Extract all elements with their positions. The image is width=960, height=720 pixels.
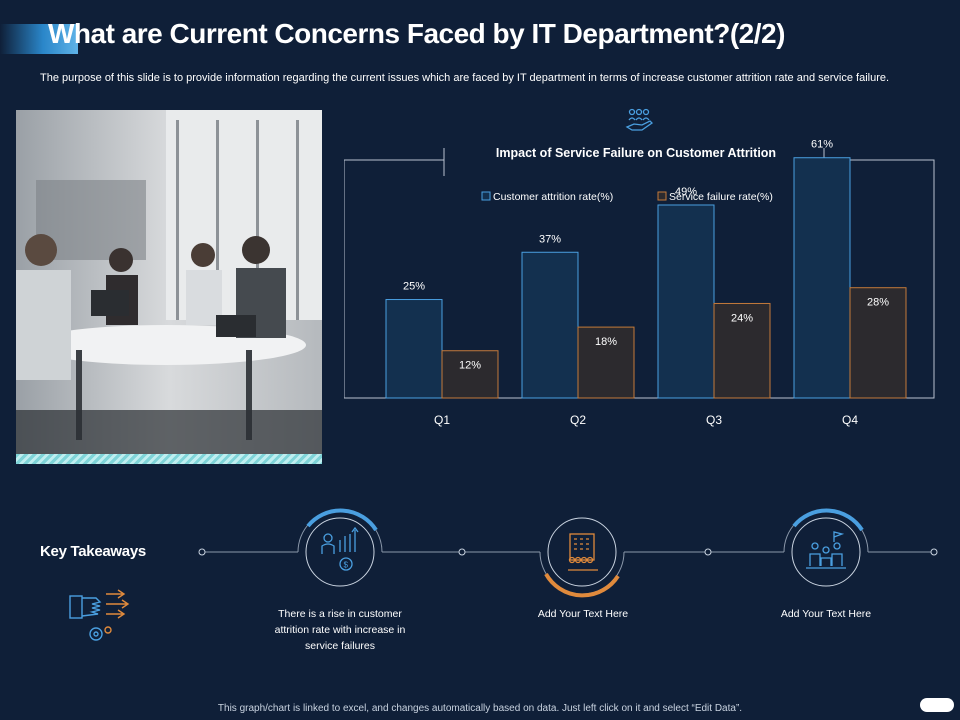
team-flag-icon — [806, 531, 846, 569]
legend-swatch — [481, 191, 491, 201]
x-tick-label: Q1 — [434, 413, 450, 427]
meeting-photo-illustration — [16, 110, 322, 464]
chart-x-labels: Q1 Q2 Q3 Q4 — [434, 413, 858, 427]
key-takeaways-heading: Key Takeaways — [40, 543, 146, 560]
building-people-icon — [568, 533, 598, 571]
timeline-dot — [458, 548, 466, 556]
data-label: 18% — [595, 336, 617, 348]
data-label: 49% — [675, 186, 697, 198]
people-in-hand-icon — [625, 108, 654, 131]
footer-note: This graph/chart is linked to excel, and… — [217, 703, 743, 714]
chart-panel[interactable]: Impact of Service Failure on Customer At… — [343, 104, 936, 444]
x-tick-label: Q2 — [570, 413, 586, 427]
data-label: 28% — [867, 297, 889, 309]
money-growth-icon: $ — [321, 526, 359, 571]
bar-failure — [713, 302, 771, 399]
takeaway-text-1: There is a rise in customer attrition ra… — [274, 608, 406, 652]
bar-chart[interactable]: Impact of Service Failure on Customer At… — [343, 104, 936, 444]
legend-swatch — [657, 191, 667, 201]
chart-frame — [343, 159, 935, 399]
data-label: 24% — [731, 312, 753, 324]
title-accent-bar — [0, 24, 78, 54]
data-label: 25% — [403, 281, 425, 293]
timeline-graphic: $ — [69, 508, 938, 641]
takeaway-text-3: Add Your Text Here — [780, 608, 872, 620]
bar-attrition — [521, 251, 579, 399]
legend-label: Service failure rate(%) — [669, 191, 773, 203]
meeting-photo — [16, 110, 322, 464]
bar-failure — [577, 326, 635, 399]
page-subtitle: The purpose of this slide is to provide … — [40, 72, 890, 84]
timeline-dot — [930, 548, 938, 556]
takeaway-text-2: Add Your Text Here — [537, 608, 629, 620]
timeline-dot — [704, 548, 712, 556]
bar-attrition — [657, 204, 715, 399]
svg-text:$: $ — [344, 561, 349, 570]
chart-title: Impact of Service Failure on Customer At… — [496, 146, 776, 160]
hand-gear-arrows-icon — [69, 589, 130, 641]
chart-legend: Customer attrition rate(%) Service failur… — [481, 191, 773, 203]
x-tick-label: Q3 — [706, 413, 722, 427]
slide-badge — [920, 698, 954, 712]
data-label: 61% — [811, 139, 833, 151]
bar-failure — [441, 350, 499, 399]
timeline-dot — [198, 548, 206, 556]
takeaway-node-2 — [539, 517, 625, 598]
data-label: 37% — [539, 233, 561, 245]
photo-decor-stripe — [16, 454, 322, 464]
legend-label: Customer attrition rate(%) — [493, 191, 613, 203]
x-tick-label: Q4 — [842, 413, 858, 427]
bar-attrition — [385, 299, 443, 399]
data-label: 12% — [459, 360, 481, 372]
takeaway-node-3 — [783, 508, 869, 587]
takeaways-timeline: $ — [0, 490, 960, 700]
bar-attrition — [793, 157, 851, 399]
takeaway-node-1: $ — [297, 508, 383, 587]
chart-bars: 25% 12% 37% 18% 49% 24% 61% 28% — [385, 139, 907, 399]
page-title: What are Current Concerns Faced by IT De… — [48, 18, 785, 49]
bar-failure — [849, 287, 907, 399]
